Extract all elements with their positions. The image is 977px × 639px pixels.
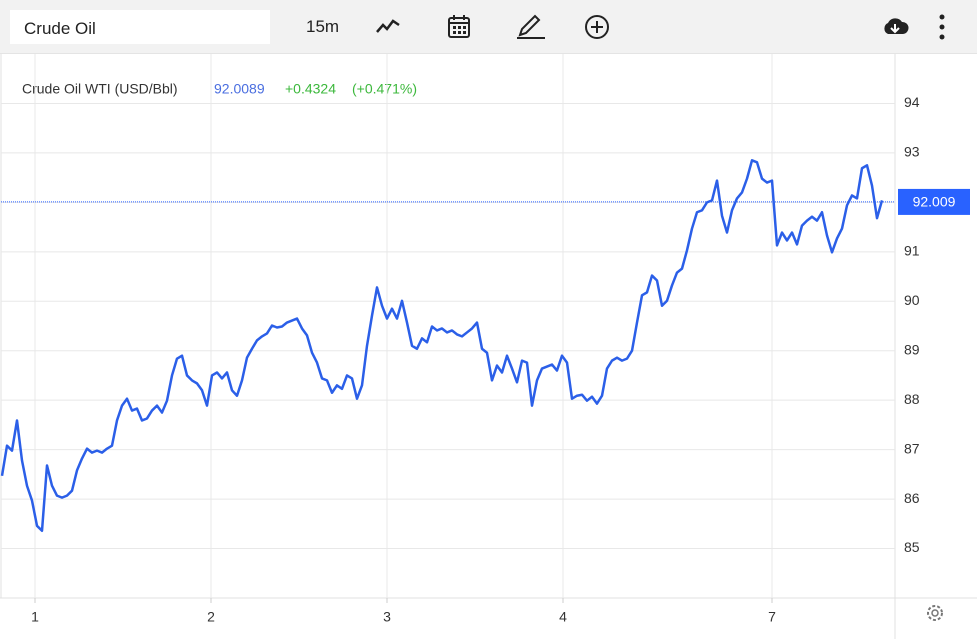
y-tick-label: 87 [904,440,920,456]
add-icon[interactable] [584,13,610,41]
y-tick-label: 85 [904,539,920,555]
y-tick-label: 91 [904,243,920,259]
y-tick-label: 89 [904,341,920,357]
symbol-search[interactable]: Crude Oil [10,10,270,44]
x-tick-label: 2 [207,609,215,625]
y-tick-label: 90 [904,292,920,308]
x-tick-label: 4 [559,609,567,625]
change: +0.4324 [285,81,336,97]
y-tick-label: 94 [904,94,920,110]
x-tick-label: 7 [768,609,776,625]
settings-icon[interactable] [927,605,943,621]
y-tick-label: 86 [904,490,920,506]
last-price-label: 92.009 [913,194,956,210]
last-price-box [898,188,970,215]
x-tick-label: 3 [383,609,391,625]
y-tick-label: 93 [904,144,920,160]
change-percent: (+0.471%) [352,81,417,97]
price-line [0,159,884,532]
x-tick-label: 1 [31,609,39,625]
y-tick-label: 88 [904,391,920,407]
draw-icon[interactable] [515,13,547,41]
toolbar: Crude Oil 15m [0,0,977,54]
download-icon[interactable] [880,13,910,41]
series-name: Crude Oil WTI (USD/Bbl) [22,81,178,97]
menu-icon[interactable] [934,13,950,41]
calendar-icon[interactable] [446,13,472,41]
price: 92.0089 [214,81,265,97]
chart-type-icon[interactable] [374,13,402,41]
interval-button[interactable]: 15m [306,17,340,36]
